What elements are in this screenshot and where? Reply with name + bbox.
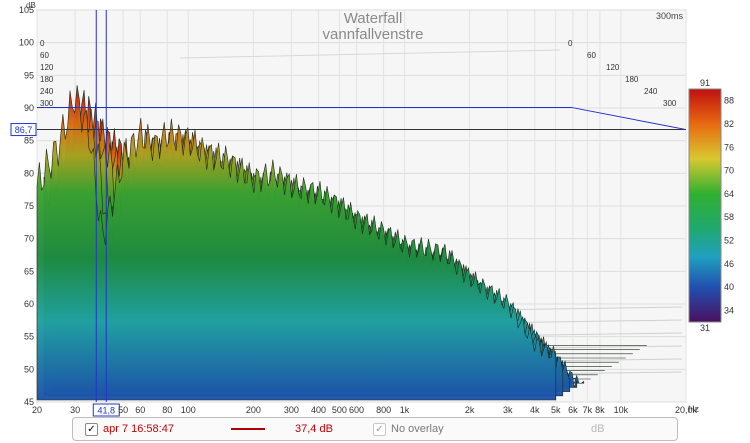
y-tick-label: 45 xyxy=(24,397,34,407)
colorbar-tick-label: 76 xyxy=(724,142,734,152)
colorbar-tick-label: 88 xyxy=(724,96,734,106)
x-tick-label: 200 xyxy=(246,405,261,415)
x-tick-label: 5k xyxy=(551,405,561,415)
colorbar-tick-label: 58 xyxy=(724,212,734,222)
x-tick-label: 7k xyxy=(583,405,593,415)
measurement-bar: ✓ apr 7 16:58:47 37,4 dB ✓ No overlay dB xyxy=(72,417,678,441)
time-tick-right: 240 xyxy=(644,87,658,96)
time-tick-left: 0 xyxy=(40,39,45,48)
x-tick-label: 600 xyxy=(349,405,364,415)
measurement-name[interactable]: apr 7 16:58:47 xyxy=(103,423,174,435)
chart-title: Waterfall xyxy=(344,10,403,27)
y-tick-label: 95 xyxy=(24,70,34,80)
y-unit-label: dB xyxy=(26,1,36,10)
colorbar-tick-label: 70 xyxy=(724,166,734,176)
colorbar-tick-label: 52 xyxy=(724,235,734,245)
time-tick-right: 180 xyxy=(625,75,639,84)
time-tick-left: 120 xyxy=(40,63,54,72)
chart-labels: Waterfall vannfallvenstre 300ms dB Hz 10… xyxy=(19,1,700,415)
colorbar: 91 31 88 82 76 70 64 58 52 46 40 34 xyxy=(688,78,734,333)
time-badge: 300ms xyxy=(656,11,684,21)
colorbar-tick-label: 34 xyxy=(724,305,734,315)
x-tick-label: 500 xyxy=(332,405,347,415)
x-tick-label: 20 xyxy=(32,405,42,415)
x-tick-label: 80 xyxy=(162,405,172,415)
x-tick-label: 8k xyxy=(595,405,605,415)
x-tick-label: 300 xyxy=(284,405,299,415)
time-tick-left: 240 xyxy=(40,87,54,96)
cursor-db-readout: 86,7 xyxy=(15,125,33,135)
x-tick-label: 50 xyxy=(118,405,128,415)
y-tick-label: 50 xyxy=(24,364,34,374)
y-tick-label: 80 xyxy=(24,168,34,178)
x-tick-label: 2k xyxy=(465,405,475,415)
cursor-depth-diag xyxy=(571,107,687,131)
colorbar-bottom-label: 31 xyxy=(700,323,710,333)
overlay-checkbox[interactable]: ✓ xyxy=(373,422,386,436)
y-tick-label: 90 xyxy=(24,103,34,113)
x-tick-label: 3k xyxy=(503,405,513,415)
y-tick-label: 100 xyxy=(19,38,34,48)
time-tick-right: 0 xyxy=(568,39,573,48)
measurement-checkbox[interactable]: ✓ xyxy=(85,422,98,436)
x-tick-label: 1k xyxy=(400,405,410,415)
measurement-line-swatch xyxy=(231,428,265,430)
y-tick-label: 75 xyxy=(24,201,34,211)
y-tick-label: 85 xyxy=(24,136,34,146)
time-tick-left: 300 xyxy=(40,99,54,108)
x-tick-label: 4k xyxy=(530,405,540,415)
measurement-level: 37,4 dB xyxy=(295,423,333,435)
x-tick-label: 60 xyxy=(135,405,145,415)
x-unit-label: Hz xyxy=(688,404,699,414)
overlay-unit: dB xyxy=(591,423,605,435)
time-tick-right: 120 xyxy=(606,63,620,72)
colorbar-tick-label: 82 xyxy=(724,119,734,129)
time-tick-right: 60 xyxy=(587,51,596,60)
overlay-select[interactable]: No overlay xyxy=(391,423,444,435)
y-tick-label: 105 xyxy=(19,5,34,15)
colorbar-tick-label: 46 xyxy=(724,259,734,269)
y-tick-label: 55 xyxy=(24,332,34,342)
cursor-db-box xyxy=(10,123,37,137)
cursor[interactable]: 86,7 41,8 xyxy=(10,10,687,417)
waterfall-slice xyxy=(36,85,557,401)
colorbar-tick-label: 40 xyxy=(724,282,734,292)
y-tick-label: 65 xyxy=(24,266,34,276)
waterfall-surface xyxy=(36,85,647,401)
time-tick-left: 60 xyxy=(40,51,49,60)
depth-gridline xyxy=(179,49,561,59)
y-tick-label: 60 xyxy=(24,299,34,309)
x-tick-label: 30 xyxy=(70,405,80,415)
x-tick-label: 20,0k xyxy=(675,405,698,415)
cursor-hz-box xyxy=(92,403,120,417)
x-tick-label: 400 xyxy=(311,405,326,415)
colorbar-tick-label: 64 xyxy=(724,189,734,199)
time-tick-left: 180 xyxy=(40,75,54,84)
x-tick-label: 6k xyxy=(568,405,578,415)
x-tick-label: 800 xyxy=(376,405,391,415)
x-tick-label: 100 xyxy=(181,405,196,415)
time-tick-right: 300 xyxy=(663,99,677,108)
y-tick-label: 70 xyxy=(24,234,34,244)
colorbar-gradient xyxy=(688,88,722,323)
x-tick-label: 10k xyxy=(614,405,629,415)
cursor-hz-readout: 41,8 xyxy=(97,406,115,416)
colorbar-top-label: 91 xyxy=(700,78,710,88)
chart-subtitle: vannfallvenstre xyxy=(323,26,424,43)
